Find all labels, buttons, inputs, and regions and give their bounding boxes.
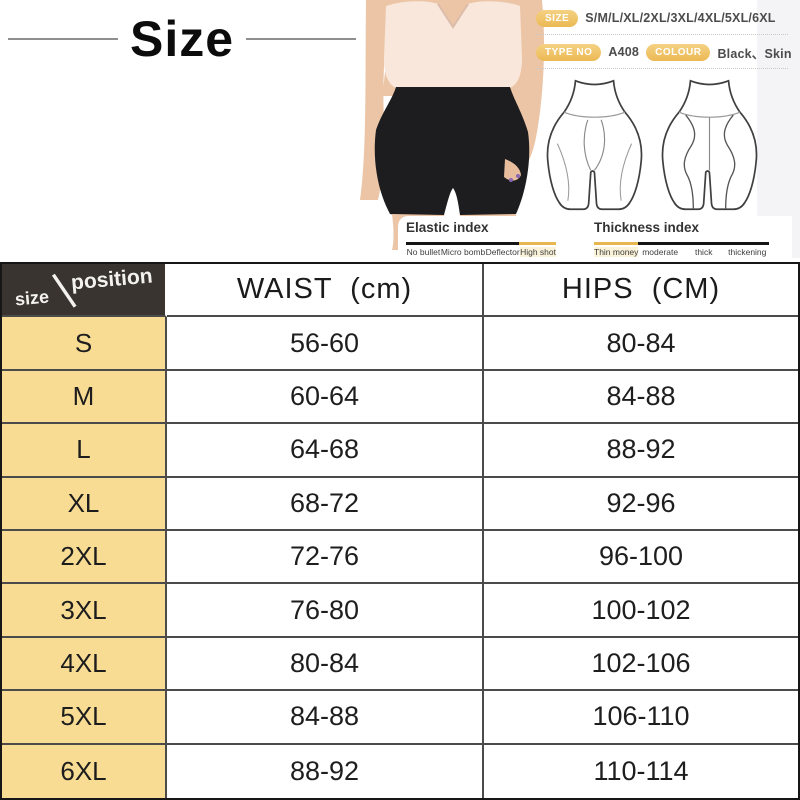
size-badge: SIZE — [536, 9, 579, 27]
row-label-4xl: 4XL — [2, 637, 167, 692]
size-options-value: S/M/L/XL/2XL/3XL/4XL/5XL/6XL — [585, 11, 776, 25]
thickness-index-labels: Thin money moderate thick thickening — [594, 247, 769, 257]
elastic-option-selected: High shot — [520, 247, 557, 257]
colour-badge: COLOUR — [646, 43, 711, 61]
size-info-row: SIZE S/M/L/XL/2XL/3XL/4XL/5XL/6XL — [536, 8, 788, 28]
waist-value-5xl: 84-88 — [167, 691, 484, 745]
table-corner-cell: position size — [2, 264, 167, 318]
hips-value-xl: 92-96 — [484, 478, 798, 531]
thickness-option: thickening — [728, 247, 767, 257]
waist-value-xl: 68-72 — [167, 477, 484, 531]
elastic-index-widget: Elastic index No bullet Micro bomb Defle… — [406, 220, 557, 257]
hips-value-s: 80-84 — [484, 317, 798, 371]
type-colour-info-row: TYPE NO A408 COLOUR Black、Skin — [536, 42, 792, 62]
colour-value: Black、Skin — [717, 46, 792, 61]
elastic-index-labels: No bullet Micro bomb Deflector High shot — [406, 247, 557, 257]
thickness-option: thick — [694, 247, 713, 257]
hips-value-4xl: 102-106 — [484, 638, 798, 692]
row-label-6xl: 6XL — [2, 744, 167, 798]
row-label-s: S — [2, 317, 167, 371]
waist-value-2xl: 72-76 — [167, 531, 484, 585]
title-divider-left — [8, 38, 118, 40]
size-table: position size WAIST (cm) HIPS (CM) S 56-… — [0, 262, 800, 800]
row-label-5xl: 5XL — [2, 691, 167, 745]
row-label-m: M — [2, 370, 167, 425]
elastic-index-bar — [406, 242, 556, 245]
elastic-option: No bullet — [406, 247, 441, 257]
row-label-xl: XL — [2, 477, 167, 531]
thickness-index-title: Thickness index — [594, 220, 700, 235]
fabric-index-card: Elastic index No bullet Micro bomb Defle… — [398, 216, 792, 262]
background-strip — [757, 0, 800, 258]
row-label-3xl: 3XL — [2, 584, 167, 638]
page-title: Size — [129, 11, 235, 67]
waist-value-3xl: 76-80 — [167, 584, 484, 638]
hips-value-l: 88-92 — [484, 424, 798, 478]
hips-value-5xl: 106-110 — [484, 691, 798, 745]
row-label-2xl: 2XL — [2, 531, 167, 585]
waist-value-s: 56-60 — [167, 317, 484, 371]
title-divider-right — [246, 38, 356, 40]
hips-value-3xl: 100-102 — [484, 584, 798, 638]
type-no-value: A408 — [608, 45, 640, 59]
hips-value-2xl: 96-100 — [484, 531, 798, 585]
diagonal-line — [51, 273, 77, 308]
waist-value-4xl: 80-84 — [167, 637, 484, 692]
hips-value-6xl: 110-114 — [593, 755, 689, 786]
product-info-panel: SIZE S/M/L/XL/2XL/3XL/4XL/5XL/6XL TYPE N… — [536, 8, 792, 215]
waist-value-6xl: 88-92 — [167, 744, 484, 798]
column-header-hips: HIPS (CM) — [484, 264, 798, 318]
model-photo — [358, 0, 548, 250]
type-no-badge: TYPE NO — [536, 43, 602, 61]
elastic-option: Micro bomb — [440, 247, 486, 257]
size-title-row: Size — [8, 14, 356, 64]
column-header-waist: WAIST (cm) — [167, 264, 484, 318]
thickness-option: moderate — [642, 247, 679, 257]
elastic-option: Deflector — [485, 247, 520, 257]
row-label-l: L — [2, 424, 167, 478]
thickness-index-widget: Thickness index Thin money moderate thic… — [594, 220, 769, 257]
garment-front-drawing — [546, 79, 643, 211]
hips-value-m: 84-88 — [484, 371, 798, 425]
waist-value-m: 60-64 — [167, 370, 484, 425]
thickness-option-selected: Thin money — [594, 247, 639, 257]
thickness-index-bar — [594, 242, 769, 245]
garment-back-drawing — [661, 79, 758, 211]
corner-size-label: size — [14, 286, 50, 310]
model-illustration — [360, 0, 545, 250]
garment-drawings — [536, 77, 788, 215]
elastic-index-title: Elastic index — [406, 220, 489, 235]
dashed-divider — [536, 68, 788, 69]
waist-value-l: 64-68 — [167, 424, 484, 478]
dashed-divider — [536, 34, 788, 35]
